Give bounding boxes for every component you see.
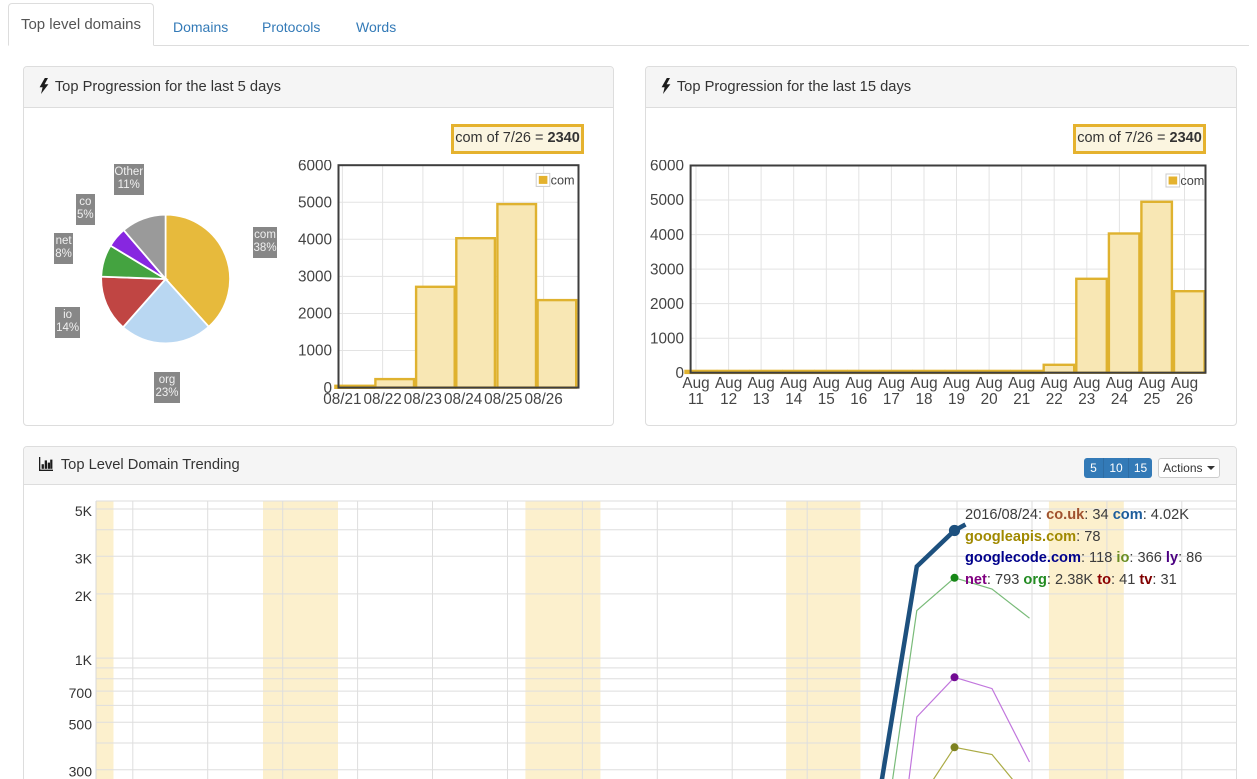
svg-text:com: com: [551, 174, 575, 188]
svg-text:18: 18: [915, 391, 932, 408]
svg-text:Aug: Aug: [1138, 375, 1165, 392]
svg-text:Aug: Aug: [1106, 375, 1133, 392]
svg-text:20: 20: [981, 391, 998, 408]
svg-text:08/22: 08/22: [363, 391, 401, 408]
svg-text:com: com: [1180, 174, 1204, 188]
svg-text:1K: 1K: [75, 652, 93, 668]
svg-text:19: 19: [948, 391, 965, 408]
svg-text:Aug: Aug: [845, 375, 872, 392]
svg-text:21: 21: [1013, 391, 1030, 408]
svg-text:08/25: 08/25: [484, 391, 522, 408]
svg-text:6000: 6000: [298, 160, 332, 174]
svg-text:Aug: Aug: [1008, 375, 1035, 392]
svg-text:0: 0: [323, 380, 332, 397]
svg-text:2K: 2K: [75, 588, 93, 604]
svg-text:Aug: Aug: [813, 375, 840, 392]
svg-text:3000: 3000: [298, 269, 332, 286]
svg-text:Aug: Aug: [975, 375, 1002, 392]
svg-text:16: 16: [850, 391, 867, 408]
svg-text:22: 22: [1046, 391, 1063, 408]
svg-text:15: 15: [818, 391, 835, 408]
svg-text:Aug: Aug: [715, 375, 742, 392]
svg-text:08/24: 08/24: [444, 391, 483, 408]
svg-text:1000: 1000: [298, 343, 332, 360]
svg-text:Aug: Aug: [943, 375, 970, 392]
svg-text:Aug: Aug: [747, 375, 774, 392]
svg-text:1000: 1000: [650, 330, 684, 347]
svg-text:08/23: 08/23: [404, 391, 442, 408]
svg-text:08/26: 08/26: [524, 391, 562, 408]
svg-text:Aug: Aug: [1073, 375, 1100, 392]
svg-text:08/21: 08/21: [323, 391, 361, 408]
svg-text:6000: 6000: [650, 160, 684, 175]
svg-text:4000: 4000: [650, 227, 684, 244]
svg-text:23: 23: [1078, 391, 1095, 408]
svg-text:700: 700: [69, 685, 93, 701]
svg-text:25: 25: [1143, 391, 1160, 408]
svg-text:5000: 5000: [298, 195, 332, 212]
svg-text:13: 13: [753, 391, 770, 408]
svg-text:300: 300: [69, 764, 93, 779]
svg-text:2000: 2000: [650, 296, 684, 313]
svg-text:Aug: Aug: [878, 375, 905, 392]
svg-text:5K: 5K: [75, 503, 93, 519]
svg-text:5000: 5000: [650, 192, 684, 209]
svg-text:Aug: Aug: [1041, 375, 1068, 392]
svg-text:3000: 3000: [650, 261, 684, 278]
svg-text:3K: 3K: [75, 550, 93, 566]
svg-text:Aug: Aug: [1171, 375, 1198, 392]
svg-text:14: 14: [785, 391, 803, 408]
svg-text:0: 0: [675, 365, 684, 382]
svg-text:26: 26: [1176, 391, 1193, 408]
svg-text:Aug: Aug: [780, 375, 807, 392]
svg-text:11: 11: [688, 391, 704, 408]
svg-text:4000: 4000: [298, 232, 332, 249]
svg-text:24: 24: [1111, 391, 1129, 408]
svg-text:17: 17: [883, 391, 900, 408]
svg-text:2000: 2000: [298, 306, 332, 323]
svg-text:500: 500: [69, 716, 93, 732]
svg-text:Aug: Aug: [682, 375, 709, 392]
svg-text:12: 12: [720, 391, 737, 408]
svg-text:Aug: Aug: [910, 375, 937, 392]
